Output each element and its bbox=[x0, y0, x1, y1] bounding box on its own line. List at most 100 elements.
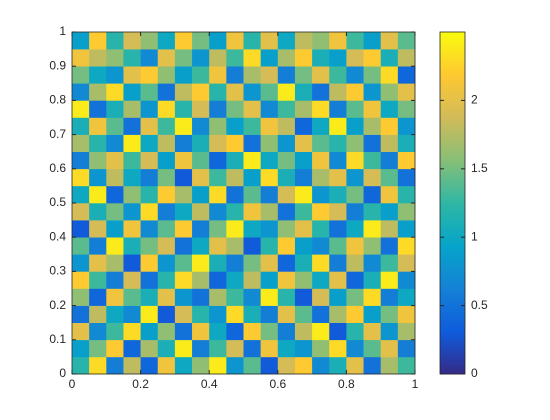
colorbar-segment bbox=[440, 54, 465, 59]
heatmap-cell bbox=[209, 32, 227, 50]
heatmap-cell bbox=[89, 220, 107, 238]
heatmap-cell bbox=[106, 100, 124, 118]
heatmap-cell bbox=[346, 254, 364, 272]
heatmap-cell bbox=[209, 49, 227, 67]
heatmap-cell bbox=[123, 237, 141, 255]
heatmap-cell bbox=[157, 49, 176, 67]
heatmap-cell bbox=[329, 100, 347, 118]
heatmap-cell bbox=[329, 32, 347, 50]
heatmap-cell bbox=[277, 151, 296, 170]
heatmap-cell bbox=[294, 83, 313, 101]
heatmap-cell bbox=[397, 288, 416, 306]
heatmap-cell bbox=[140, 237, 159, 255]
heatmap-cell bbox=[89, 151, 107, 170]
heatmap-cell bbox=[397, 49, 416, 67]
heatmap-cell bbox=[397, 254, 416, 272]
heatmap-cell bbox=[89, 288, 107, 306]
colorbar-segment bbox=[440, 106, 465, 110]
colorbar-segment bbox=[440, 49, 465, 53]
heatmap-cell bbox=[329, 134, 347, 152]
heatmap-cell bbox=[277, 49, 296, 67]
heatmap-cell bbox=[226, 49, 244, 67]
heatmap-cell bbox=[174, 83, 193, 101]
heatmap-cell bbox=[209, 237, 227, 255]
heatmap-cell bbox=[174, 237, 193, 255]
heatmap-cell bbox=[89, 66, 107, 84]
heatmap-cell bbox=[329, 203, 347, 221]
heatmap-cell bbox=[294, 134, 313, 152]
heatmap-cell bbox=[192, 151, 210, 170]
heatmap-cell bbox=[140, 83, 159, 101]
heatmap-cell bbox=[89, 185, 107, 204]
colorbar-segment bbox=[440, 205, 465, 210]
heatmap-cell bbox=[260, 305, 279, 323]
heatmap-cell bbox=[89, 237, 107, 255]
heatmap-cell bbox=[106, 237, 124, 255]
heatmap-cell bbox=[106, 134, 124, 152]
heatmap-cell bbox=[140, 168, 159, 187]
heatmap-cell bbox=[157, 356, 176, 375]
heatmap-cell bbox=[312, 49, 330, 67]
heatmap-cell bbox=[157, 305, 176, 323]
heatmap-cell bbox=[89, 83, 107, 101]
heatmap-cell bbox=[260, 134, 279, 152]
heatmap-cell bbox=[192, 237, 210, 255]
heatmap-cell bbox=[157, 134, 176, 152]
colorbar-segment bbox=[440, 336, 465, 341]
heatmap-cell bbox=[380, 220, 399, 238]
heatmap-cell bbox=[312, 203, 330, 221]
heatmap-cell bbox=[312, 237, 330, 255]
colorbar-segment bbox=[440, 180, 465, 184]
heatmap-cell bbox=[174, 151, 193, 170]
heatmap-cell bbox=[329, 271, 347, 289]
heatmap-cell bbox=[243, 339, 261, 358]
heatmap-cell bbox=[346, 151, 364, 170]
heatmap-cell bbox=[397, 203, 416, 221]
heatmap-cell bbox=[106, 254, 124, 272]
colorbar-segment bbox=[440, 151, 465, 155]
heatmap-cell bbox=[329, 339, 347, 358]
heatmap-cell bbox=[192, 117, 210, 135]
colorbar-segment bbox=[440, 322, 465, 326]
heatmap-cell bbox=[277, 32, 296, 50]
colorbar-segment bbox=[440, 362, 465, 366]
heatmap-cell bbox=[106, 83, 124, 101]
colorbar-segment bbox=[440, 334, 465, 338]
heatmap-cell bbox=[140, 100, 159, 118]
colorbar-segment bbox=[440, 345, 465, 349]
heatmap-cell bbox=[243, 203, 261, 221]
colorbar-segment bbox=[440, 248, 465, 252]
heatmap-cell bbox=[346, 66, 364, 84]
colorbar-segment bbox=[440, 108, 465, 113]
colorbar-segment bbox=[440, 242, 465, 247]
colorbar-segment bbox=[440, 359, 465, 363]
heatmap-cell bbox=[209, 66, 227, 84]
heatmap-cell bbox=[294, 220, 313, 238]
colorbar-segment bbox=[440, 203, 465, 207]
heatmap-cell bbox=[363, 134, 381, 152]
heatmap-cell bbox=[89, 254, 107, 272]
heatmap-cell bbox=[72, 151, 90, 170]
heatmap-cell bbox=[226, 203, 244, 221]
heatmap-cell bbox=[243, 49, 261, 67]
heatmap-cell bbox=[157, 254, 176, 272]
heatmap-cell bbox=[312, 254, 330, 272]
y-tick-label: 0.9 bbox=[49, 58, 66, 72]
heatmap-cell bbox=[397, 237, 416, 255]
colorbar-segment bbox=[440, 131, 465, 135]
heatmap-cell bbox=[226, 117, 244, 135]
x-tick-label: 0.6 bbox=[269, 377, 286, 391]
heatmap-cell bbox=[226, 32, 244, 50]
colorbar-segment bbox=[440, 311, 465, 315]
heatmap-cell bbox=[72, 83, 90, 101]
heatmap-cell bbox=[363, 117, 381, 135]
colorbar-segment bbox=[440, 240, 465, 244]
heatmap-cell bbox=[294, 322, 313, 341]
colorbar-segment bbox=[440, 214, 465, 218]
heatmap-cell bbox=[174, 254, 193, 272]
colorbar-segment bbox=[440, 168, 465, 173]
colorbar-segment bbox=[440, 200, 465, 204]
colorbar-segment bbox=[440, 260, 465, 264]
colorbar-segment bbox=[440, 297, 465, 301]
heatmap-cell bbox=[174, 168, 193, 187]
